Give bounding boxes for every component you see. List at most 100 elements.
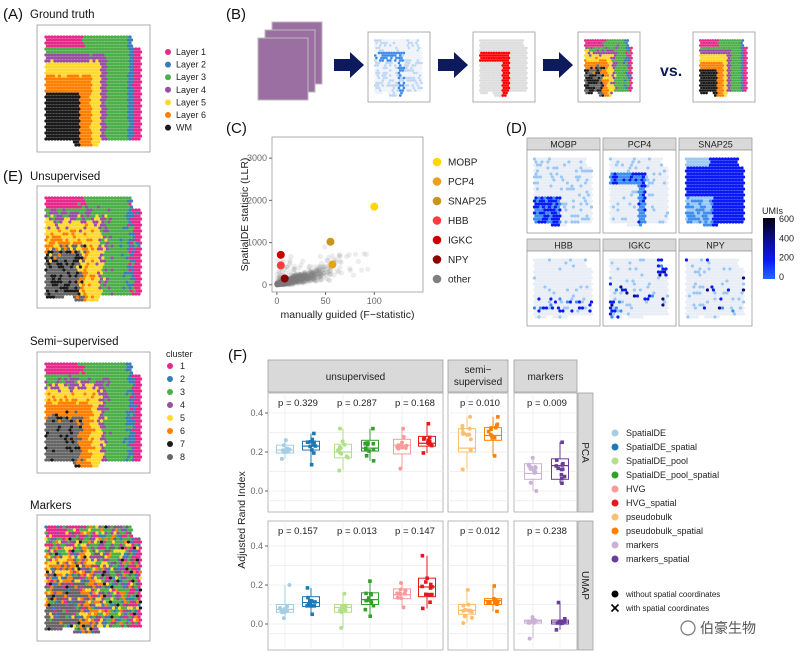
spot — [588, 184, 592, 188]
spot — [411, 39, 415, 42]
spot — [493, 39, 497, 42]
spot — [482, 41, 486, 45]
spot — [573, 172, 577, 176]
point-other — [294, 275, 300, 281]
spot — [391, 64, 395, 67]
spot — [418, 84, 422, 87]
spot — [57, 98, 62, 102]
spot — [512, 86, 516, 90]
spot — [538, 169, 543, 173]
spot — [59, 107, 63, 111]
spot — [653, 187, 658, 191]
spot — [726, 44, 730, 47]
spot — [597, 56, 601, 60]
spot — [59, 47, 63, 51]
spot — [730, 81, 733, 85]
spot — [407, 81, 411, 85]
spot — [51, 44, 56, 48]
spot — [496, 44, 500, 47]
spot — [398, 44, 402, 47]
spot — [605, 66, 608, 70]
point-other — [278, 280, 284, 286]
spot — [534, 220, 538, 224]
spot — [506, 64, 510, 67]
spot — [721, 89, 725, 92]
spot — [612, 61, 616, 65]
spot — [553, 217, 558, 221]
spot — [742, 51, 746, 55]
spot — [417, 81, 421, 85]
spot — [53, 83, 57, 87]
spot — [491, 54, 495, 57]
spot — [86, 95, 90, 99]
spot — [381, 49, 385, 52]
spot — [75, 134, 80, 138]
spot — [506, 74, 510, 77]
spot — [716, 49, 720, 52]
spot — [390, 81, 393, 85]
spot — [521, 64, 525, 67]
spot — [65, 119, 69, 123]
spot — [518, 54, 522, 57]
spot — [733, 59, 737, 62]
spot — [605, 86, 608, 90]
spot — [665, 181, 670, 185]
point-other — [277, 280, 283, 286]
spot — [650, 181, 655, 185]
spot — [713, 39, 717, 42]
spot — [401, 39, 405, 42]
spot — [611, 205, 616, 209]
spot — [510, 86, 513, 90]
spot — [630, 51, 633, 55]
spot — [65, 137, 69, 141]
spot — [408, 89, 412, 92]
spot — [113, 35, 117, 39]
spot — [616, 49, 620, 52]
spot — [120, 86, 125, 90]
spot — [132, 104, 137, 108]
spot — [562, 211, 567, 215]
spot — [120, 98, 125, 102]
spot — [87, 56, 92, 60]
spot — [90, 110, 95, 114]
spot — [605, 91, 608, 95]
spot — [126, 92, 131, 96]
point-other — [276, 281, 282, 287]
spot — [54, 134, 59, 138]
spot — [99, 74, 104, 78]
spot — [593, 39, 597, 42]
spot — [502, 91, 506, 95]
spot — [123, 50, 128, 54]
spot — [627, 46, 631, 50]
spot — [544, 199, 549, 203]
spot — [631, 196, 635, 200]
spot — [576, 196, 580, 200]
spot — [129, 38, 134, 42]
spot — [397, 46, 401, 50]
spot — [700, 86, 703, 90]
spot — [104, 107, 108, 111]
spot — [588, 208, 592, 212]
spot — [113, 71, 117, 75]
spot — [78, 110, 83, 114]
spot — [126, 116, 131, 120]
spot — [720, 46, 723, 50]
spot — [50, 41, 54, 45]
spot — [492, 71, 496, 75]
spot — [627, 56, 631, 60]
spot — [646, 202, 650, 206]
spot — [718, 49, 722, 52]
spot — [537, 172, 541, 176]
spot — [625, 81, 628, 85]
spot — [555, 190, 559, 194]
spot — [522, 71, 526, 75]
spot — [401, 54, 405, 57]
spot — [410, 46, 413, 50]
spot — [63, 98, 68, 102]
spot — [655, 202, 659, 206]
spot — [60, 92, 65, 96]
spot — [728, 69, 732, 72]
spot — [381, 89, 385, 92]
spot — [89, 113, 93, 117]
